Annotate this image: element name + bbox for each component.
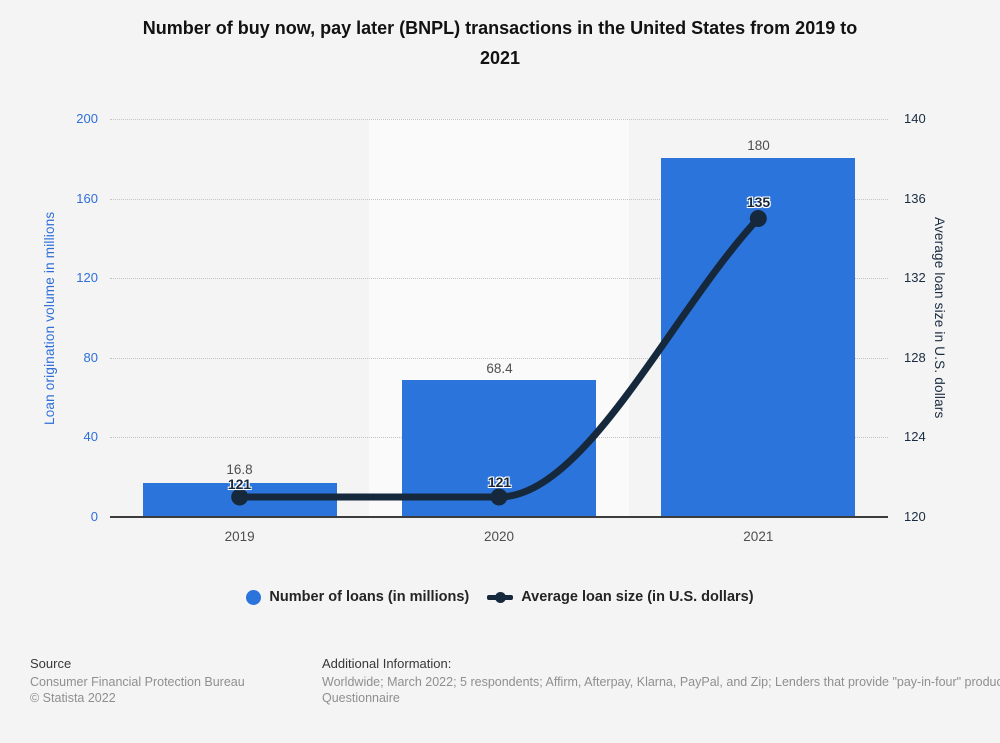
bar-series-marker-icon [246,589,262,605]
line-path [236,215,762,501]
x-axis-label-2019: 2019 [224,529,255,544]
x-axis-line [110,516,888,518]
bar-value-label-2020: 68.4 [486,361,513,376]
line-series-average-loan-size [231,210,767,506]
source-name: Consumer Financial Protection Bureau [30,675,245,689]
left-axis-title: Loan origination volume in millions [42,211,57,425]
gridline-120 [110,278,888,279]
right-axis-tick: 140 [904,111,926,126]
right-axis-tick: 136 [904,191,926,206]
legend-label: Average loan size (in U.S. dollars) [521,589,754,605]
additional-information-text: Worldwide; March 2022; 5 respondents; Af… [322,675,1000,689]
left-axis-tick: 200 [76,111,98,126]
source-heading: Source [30,656,72,671]
bar-value-label-2019: 16.8 [226,462,253,477]
footer-additional-block: Additional Information: Worldwide; March… [322,655,1000,706]
left-axis-tick: 120 [76,270,98,285]
additional-information-questionnaire: Questionnaire [322,690,400,705]
chart-title-line1: Number of buy now, pay later (BNPL) tran… [142,18,858,38]
left-axis-tick: 160 [76,191,98,206]
line-value-label-2020: 121 [487,474,512,490]
bar-value-label-2021: 180 [747,138,770,153]
gridline-160 [110,199,888,200]
line-point-2019[interactable] [231,488,249,506]
x-axis-labels: 2019 2020 2021 [110,529,888,544]
additional-information-heading: Additional Information: [322,656,452,671]
legend-item-number-of-loans[interactable]: Number of loans (in millions) [246,589,469,605]
line-value-label-2019: 121 [227,476,252,492]
statista-copyright: © Statista 2022 [30,690,116,705]
x-axis-label-2021: 2021 [743,529,774,544]
right-axis-tick: 124 [904,429,926,444]
line-series-marker-icon [487,590,514,605]
right-axis-tick: 120 [904,509,926,524]
right-axis-tick: 128 [904,350,926,365]
left-axis-tick: 80 [83,350,98,365]
right-axis-tick: 132 [904,270,926,285]
legend-label: Number of loans (in millions) [269,589,470,605]
left-axis-tick: 40 [83,429,98,444]
line-value-label-2021: 135 [746,194,771,210]
chart-title-line2: 2021 [479,48,521,68]
line-point-2021[interactable] [749,210,767,227]
legend-item-average-loan-size[interactable]: Average loan size (in U.S. dollars) [487,589,754,605]
line-point-2020[interactable] [490,488,508,506]
footer-source-block: Source Consumer Financial Protection Bur… [30,655,245,706]
chart-title: Number of buy now, pay later (BNPL) tran… [0,13,1000,73]
right-axis-title: Average loan size in U.S. dollars [932,217,947,419]
legend: Number of loans (in millions) Average lo… [0,589,1000,605]
x-axis-label-2020: 2020 [483,529,515,544]
gridline-80 [110,358,888,359]
left-axis-tick: 0 [90,509,98,524]
gridline-200 [110,119,888,120]
